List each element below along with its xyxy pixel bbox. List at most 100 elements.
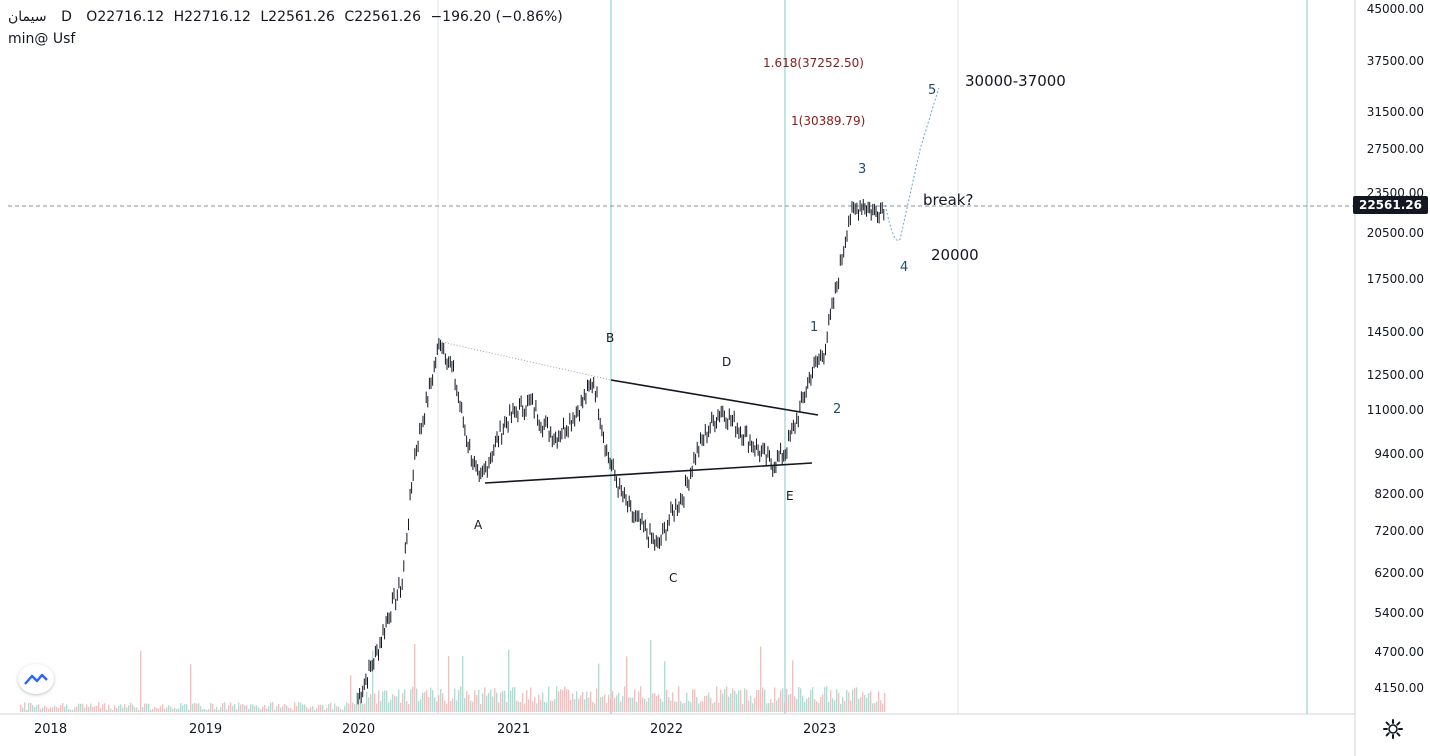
volume-bar [604,694,606,712]
trendline-upper-dotted[interactable] [441,341,612,381]
volume-bar [98,702,100,712]
volume-bar [170,706,172,712]
volume-bar [408,703,410,712]
volume-bar [50,707,52,712]
volume-bar [506,701,508,712]
volume-bar [792,660,794,712]
volume-bar [210,702,212,712]
indicator-name[interactable]: min@ Usf [8,31,76,47]
trendline-upper[interactable] [610,379,819,416]
volume-bar [54,705,56,712]
volume-bar [174,708,176,712]
volume-bar [738,690,740,712]
volume-bar [432,690,434,712]
volume-bar [544,701,546,712]
time-tick: 2019 [189,722,223,737]
volume-bar [402,693,404,712]
volume-bar [100,708,102,712]
volume-bar [560,689,562,712]
volume-bar [828,701,830,712]
volume-bar [684,702,686,712]
volume-bar [584,699,586,712]
volume-bar [606,702,608,712]
volume-bar [318,704,320,712]
price-tick: 27500.00 [1366,142,1424,156]
price-tick: 14500.00 [1366,325,1424,339]
volume-bar [664,661,666,712]
volume-bar [354,703,356,712]
volume-bar [322,704,324,712]
volume-bar [368,697,370,712]
volume-bar [588,697,590,712]
volume-bar [150,709,152,712]
volume-bar [328,704,330,712]
volume-bar [542,692,544,712]
price-tick: 4700.00 [1374,645,1424,659]
volume-bar [500,692,502,712]
volume-bar [92,707,94,712]
price-tick: 31500.00 [1366,105,1424,119]
volume-bar [758,690,760,712]
volume-bar [372,650,374,712]
volume-bar [52,707,54,712]
volume-bar [198,703,200,712]
volume-bar [330,702,332,712]
volume-bar [270,702,272,712]
volume-bar [412,686,414,712]
symbol-name[interactable]: سیمان [8,9,47,25]
volume-bar [158,708,160,712]
volume-bar [636,701,638,712]
volume-bar [306,707,308,712]
volume-bar [754,697,756,712]
volume-bar [466,691,468,712]
wave-label-1: 1 [810,320,819,335]
volume-bar [852,689,854,712]
volume-bar [628,697,630,712]
current-price-badge: 22561.26 [1352,196,1428,214]
volume-bar [144,703,146,712]
volume-bar [690,702,692,712]
volume-bar [66,704,68,712]
volume-bar [294,702,296,712]
trendline-lower[interactable] [484,462,813,484]
volume-bar [872,703,874,712]
volume-bar [172,708,174,712]
volume-bar [176,709,178,712]
volume-bar [678,686,680,712]
volume-bar [434,697,436,712]
wave-label-2: 2 [833,402,842,417]
volume-bar [488,692,490,712]
volume-bar [836,689,838,712]
volume-bar [534,697,536,712]
interval[interactable]: D [61,9,72,25]
volume-bar [84,707,86,712]
volume-bar [202,709,204,712]
volume-bar [878,691,880,712]
volume-bar [570,699,572,712]
volume-bar [652,693,654,712]
volume-bar [398,689,400,712]
volume-bar [236,709,238,712]
volume-bar [464,698,466,712]
volume-bar [156,707,158,712]
volume-bar [288,708,290,712]
volume-bar [104,703,106,712]
volume-bar [196,703,198,712]
wave-label-e: E [786,489,794,503]
time-tick: 2021 [497,722,531,737]
volume-bar [192,703,194,712]
volume-bar [718,702,720,712]
gear-icon[interactable] [1382,718,1404,740]
volume-bar [728,696,730,712]
volume-bar [352,702,354,712]
time-tick: 2018 [34,722,68,737]
volume-bar [484,687,486,712]
volume-bar [766,703,768,712]
volume-bar [830,690,832,712]
volume-bar [168,705,170,712]
volume-bar [36,705,38,712]
tradingview-logo-icon[interactable] [18,664,54,694]
volume-bar [136,707,138,712]
volume-bar [112,709,114,712]
